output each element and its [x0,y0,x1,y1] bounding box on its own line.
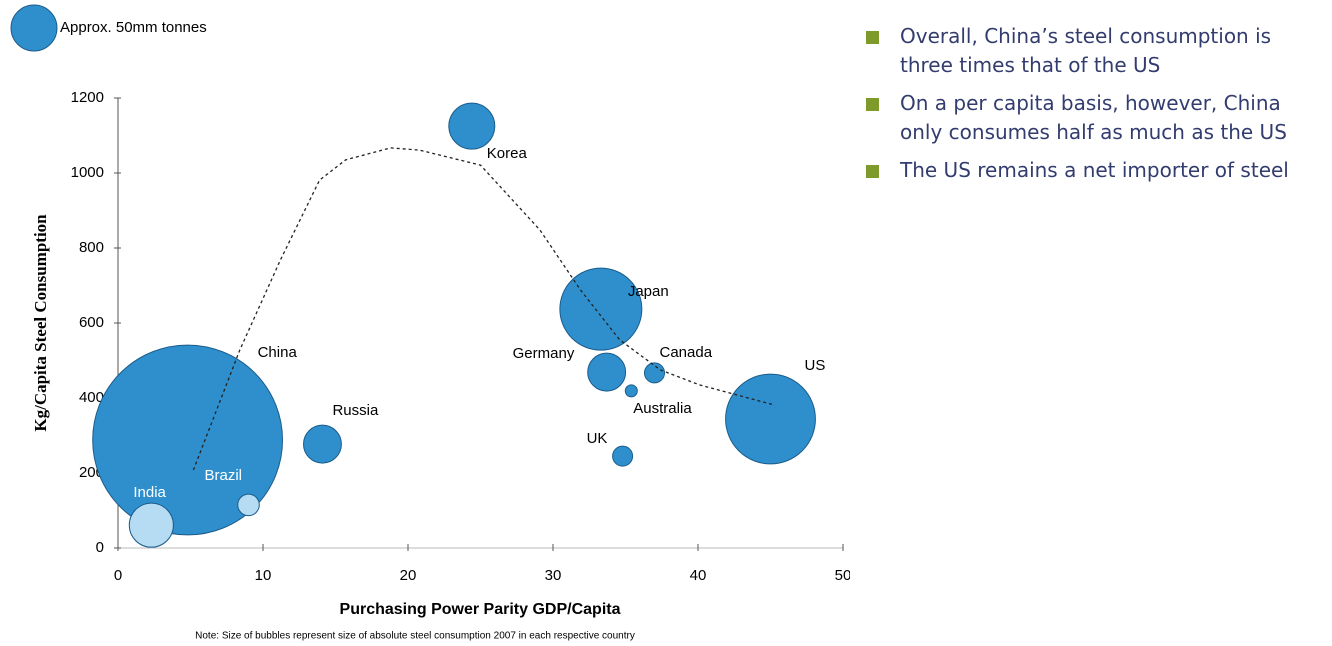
bubble-label: Russia [332,402,379,419]
y-axis-label: Kg/Capita Steel Consumption [31,214,50,432]
x-tick-label: 0 [114,567,122,584]
bubble [237,493,260,517]
x-axis-label: Purchasing Power Parity GDP/Capita [340,601,621,618]
bubble-label: Korea [487,145,528,162]
bubble [624,384,638,398]
x-tick-label: 30 [545,567,562,584]
size-legend-bubble [10,4,58,52]
y-tick-label: 800 [79,239,104,256]
bubble-label: Japan [628,283,669,300]
bubble [587,352,627,392]
bullet: On a per capita basis, however, China on… [866,89,1326,147]
bullet-list: Overall, China’s steel consumption is th… [866,22,1326,194]
bubble-label: UK [587,430,608,447]
bubble-label: Australia [633,400,692,417]
x-tick-label: 20 [400,567,417,584]
y-tick-label: 1200 [71,89,104,106]
bullet: The US remains a net importer of steel [866,156,1326,185]
x-tick-label: 10 [255,567,272,584]
bubble [612,445,634,467]
bubble-label: Canada [660,344,713,361]
y-tick-label: 0 [96,539,104,556]
bubble [448,102,496,150]
chart: Approx. 50mm tonnes Purchasing Power Par… [10,4,851,642]
bubble [559,267,643,351]
bubble-label: US [805,357,826,374]
size-legend-label: Approx. 50mm tonnes [60,19,207,36]
x-tick-label: 50 [835,567,850,584]
trend-line [192,147,776,471]
bubble [302,424,342,464]
bubble-label: Germany [513,345,575,362]
bubble [128,502,174,548]
note: Note: Size of bubbles represent size of … [195,631,635,642]
y-tick-label: 1000 [71,164,104,181]
bubble [643,362,666,384]
bubble [725,373,816,465]
bubble-label: Brazil [205,467,243,484]
bubble [92,344,284,536]
bubble-label: China [258,344,298,361]
y-tick-label: 600 [79,314,104,331]
x-tick-label: 40 [690,567,707,584]
y-tick-label: 400 [79,389,104,406]
bubble-label: India [133,484,166,501]
bullet: Overall, China’s steel consumption is th… [866,22,1326,80]
